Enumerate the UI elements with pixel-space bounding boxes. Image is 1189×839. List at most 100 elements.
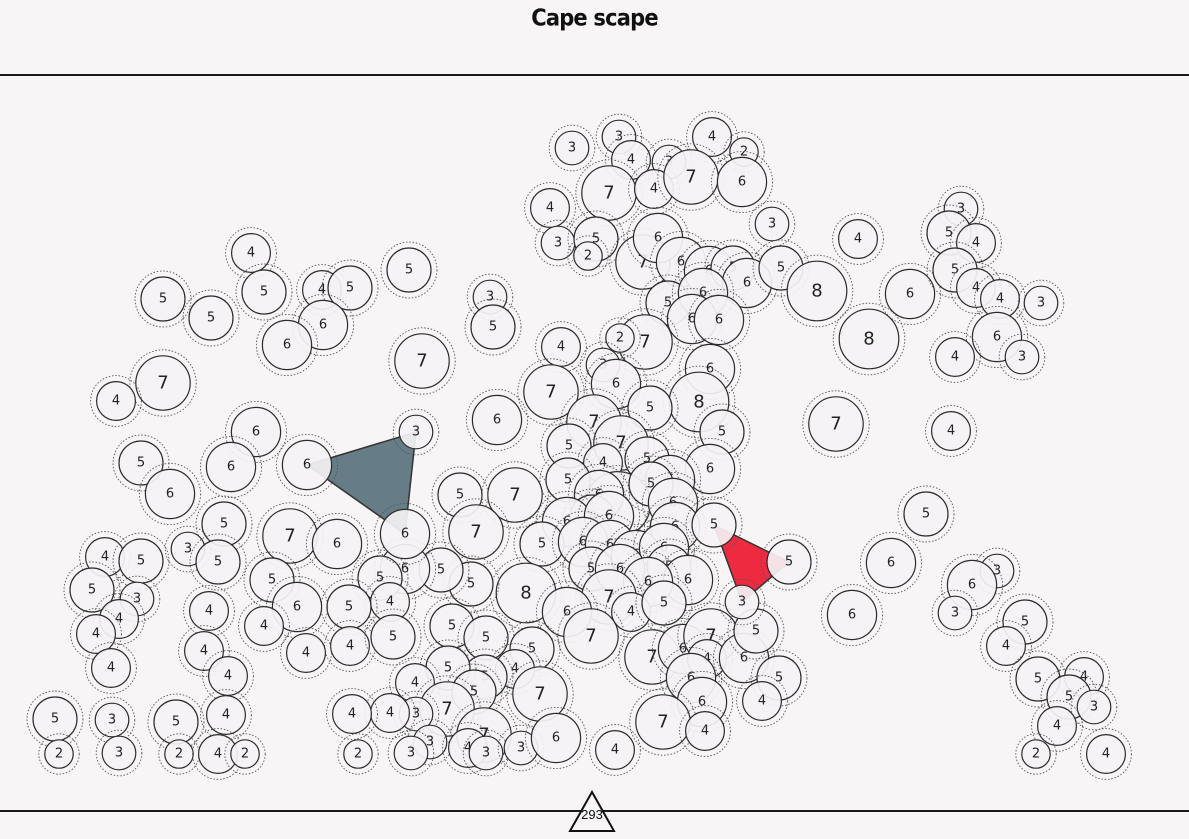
- node-circle[interactable]: [398, 414, 434, 450]
- node-95[interactable]: 4: [324, 620, 376, 672]
- node-88[interactable]: 7: [557, 602, 625, 670]
- node-circle[interactable]: [44, 739, 74, 769]
- node-0[interactable]: 3: [548, 124, 596, 172]
- node-circle[interactable]: [386, 247, 432, 293]
- node-170[interactable]: 5: [189, 533, 247, 591]
- node-11[interactable]: 3: [748, 200, 796, 248]
- node-181[interactable]: 4: [238, 600, 290, 652]
- node-194[interactable]: 6: [275, 433, 339, 497]
- node-138[interactable]: 3: [931, 589, 979, 637]
- node-circle[interactable]: [934, 337, 975, 378]
- node-35[interactable]: 4: [929, 331, 981, 383]
- node-160[interactable]: 7: [129, 349, 197, 417]
- node-116[interactable]: 6: [524, 706, 588, 770]
- node-183[interactable]: 4: [178, 625, 230, 677]
- node-14[interactable]: 2: [567, 235, 609, 277]
- node-117[interactable]: 4: [589, 724, 641, 776]
- node-153[interactable]: 5: [235, 263, 293, 321]
- node-circle[interactable]: [140, 276, 186, 322]
- node-32[interactable]: 3: [1017, 279, 1065, 327]
- node-53[interactable]: 5: [621, 379, 679, 437]
- node-circle[interactable]: [530, 712, 582, 764]
- node-190[interactable]: 3: [95, 729, 143, 777]
- node-41[interactable]: 6: [687, 288, 751, 352]
- node-circle[interactable]: [144, 468, 196, 520]
- node-circle[interactable]: [573, 241, 603, 271]
- node-circle[interactable]: [754, 206, 790, 242]
- node-148[interactable]: 7: [388, 327, 456, 395]
- node-196[interactable]: 6: [373, 502, 437, 566]
- node-circle[interactable]: [393, 735, 429, 771]
- node-circle[interactable]: [691, 502, 737, 548]
- node-circle[interactable]: [691, 116, 732, 157]
- node-187[interactable]: 3: [88, 696, 136, 744]
- node-circle[interactable]: [716, 156, 768, 208]
- node-24[interactable]: 8: [832, 302, 906, 376]
- node-130[interactable]: 4: [679, 705, 731, 757]
- node-87[interactable]: 5: [635, 574, 693, 632]
- node-circle[interactable]: [826, 589, 878, 641]
- node-193[interactable]: 2: [224, 733, 266, 775]
- node-131[interactable]: 3: [718, 578, 766, 626]
- node-circle[interactable]: [90, 647, 131, 688]
- node-circle[interactable]: [230, 406, 282, 458]
- node-178[interactable]: 4: [183, 585, 235, 637]
- node-circle[interactable]: [184, 630, 225, 671]
- node-4[interactable]: 4: [686, 111, 738, 163]
- node-112[interactable]: 3: [387, 729, 435, 777]
- node-149[interactable]: 5: [380, 241, 438, 299]
- node-circle[interactable]: [330, 625, 371, 666]
- node-circle[interactable]: [903, 491, 949, 537]
- node-162[interactable]: 6: [224, 400, 288, 464]
- node-52[interactable]: 6: [465, 388, 529, 452]
- node-133[interactable]: 6: [859, 531, 923, 595]
- node-circle[interactable]: [523, 364, 579, 420]
- node-circle[interactable]: [1085, 733, 1126, 774]
- node-circle[interactable]: [1036, 705, 1077, 746]
- node-circle[interactable]: [786, 260, 848, 322]
- node-109[interactable]: 4: [326, 688, 378, 740]
- node-circle[interactable]: [741, 680, 782, 721]
- node-circle[interactable]: [261, 319, 313, 371]
- node-circle[interactable]: [281, 439, 333, 491]
- node-circle[interactable]: [370, 614, 416, 660]
- node-circle[interactable]: [563, 608, 619, 664]
- node-circle[interactable]: [205, 441, 257, 493]
- node-188[interactable]: 5: [26, 690, 84, 748]
- node-circle[interactable]: [930, 411, 971, 452]
- node-6[interactable]: 7: [575, 159, 643, 227]
- node-circle[interactable]: [693, 294, 745, 346]
- node-173[interactable]: 5: [63, 561, 121, 619]
- node-circle[interactable]: [808, 396, 864, 452]
- node-circle[interactable]: [394, 333, 450, 389]
- node-118[interactable]: 2: [337, 733, 379, 775]
- node-145[interactable]: 4: [1031, 700, 1083, 752]
- node-circle[interactable]: [1004, 339, 1040, 375]
- node-94[interactable]: 5: [320, 578, 378, 636]
- node-circle[interactable]: [471, 394, 523, 446]
- node-circle[interactable]: [1076, 689, 1112, 725]
- node-circle[interactable]: [230, 739, 260, 769]
- node-circle[interactable]: [838, 308, 900, 370]
- node-48[interactable]: 4: [535, 321, 587, 373]
- node-circle[interactable]: [94, 702, 130, 738]
- node-129[interactable]: 7: [629, 688, 697, 756]
- node-circle[interactable]: [188, 295, 234, 341]
- node-140[interactable]: 4: [980, 620, 1032, 672]
- node-51[interactable]: 7: [517, 358, 585, 426]
- node-circle[interactable]: [865, 537, 917, 589]
- node-circle[interactable]: [244, 605, 285, 646]
- node-circle[interactable]: [684, 710, 725, 751]
- node-circle[interactable]: [884, 268, 936, 320]
- node-circle[interactable]: [1023, 285, 1059, 321]
- node-circle[interactable]: [195, 539, 241, 585]
- node-circle[interactable]: [448, 504, 504, 560]
- node-155[interactable]: 5: [321, 259, 379, 317]
- node-182[interactable]: 4: [280, 627, 332, 679]
- node-circle[interactable]: [343, 739, 373, 769]
- node-circle[interactable]: [135, 355, 191, 411]
- node-circle[interactable]: [271, 581, 323, 633]
- node-161[interactable]: 4: [90, 375, 142, 427]
- node-34[interactable]: 3: [998, 333, 1046, 381]
